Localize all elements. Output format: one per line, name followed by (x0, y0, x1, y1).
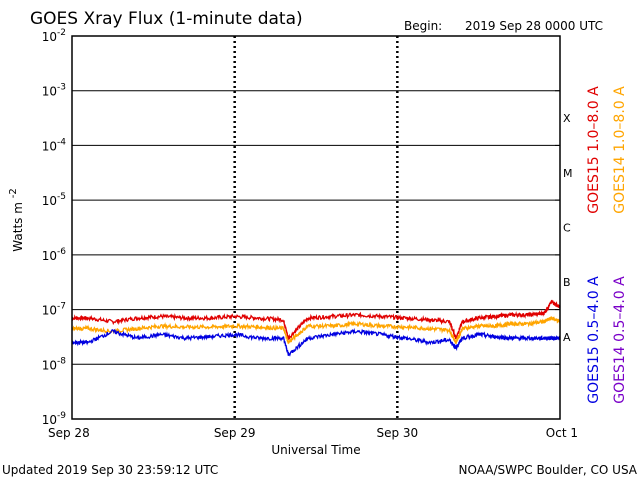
y-tick-label: 10-8 (42, 356, 67, 372)
grid-lines (72, 36, 560, 419)
legend-entry: GOES14 0.5–4.0 A (612, 276, 628, 404)
legend-entry: GOES14 1.0–8.0 A (612, 86, 628, 214)
y-tick-label: 10-4 (42, 137, 67, 153)
flare-class-label: X (563, 112, 571, 125)
chart-title: GOES Xray Flux (1-minute data) (30, 9, 303, 29)
plot-frame (71, 35, 561, 420)
begin-value: 2019 Sep 28 0000 UTC (465, 19, 603, 33)
legend-entry: GOES15 0.5–4.0 A (586, 276, 602, 404)
y-tick-label: 10-9 (42, 411, 67, 427)
flare-class-label: A (563, 331, 571, 344)
flare-class-label: M (563, 167, 573, 180)
flare-class-label: C (563, 222, 571, 235)
updated-timestamp: Updated 2019 Sep 30 23:59:12 UTC (2, 463, 218, 477)
legend: GOES15 1.0–8.0 A GOES14 1.0–8.0 A GOES15 0… (586, 86, 628, 404)
y-tick-labels: 10-2 10-3 10-4 10-5 10-6 10-7 10-8 10-9 (42, 28, 560, 427)
y-tick-label: 10-7 (42, 302, 66, 318)
x-axis-label: Universal Time (271, 443, 360, 457)
series-line (71, 327, 561, 357)
y-tick-label: 10-6 (42, 247, 67, 263)
flare-class-label: B (563, 276, 571, 289)
credit-line: NOAA/SWPC Boulder, CO USA (459, 463, 638, 477)
series-line (71, 299, 561, 341)
series-line (71, 316, 561, 345)
x-tick-label: Sep 28 (48, 426, 90, 440)
x-tick-labels: Sep 28 Sep 29 Sep 30 Oct 1 (48, 426, 578, 440)
y-tick-label: 10-5 (42, 192, 66, 208)
legend-entry: GOES15 1.0–8.0 A (586, 86, 602, 214)
y-tick-label: 10-3 (42, 83, 66, 99)
y-axis-label: Watts m -2 (8, 188, 25, 251)
series-layer (71, 299, 561, 357)
x-tick-label: Sep 30 (376, 426, 418, 440)
flare-class-labels: X M C B A (563, 112, 573, 344)
y-tick-label: 10-2 (42, 28, 66, 44)
x-tick-label: Sep 29 (214, 426, 256, 440)
x-tick-label: Oct 1 (546, 426, 578, 440)
begin-label: Begin: (404, 19, 442, 33)
